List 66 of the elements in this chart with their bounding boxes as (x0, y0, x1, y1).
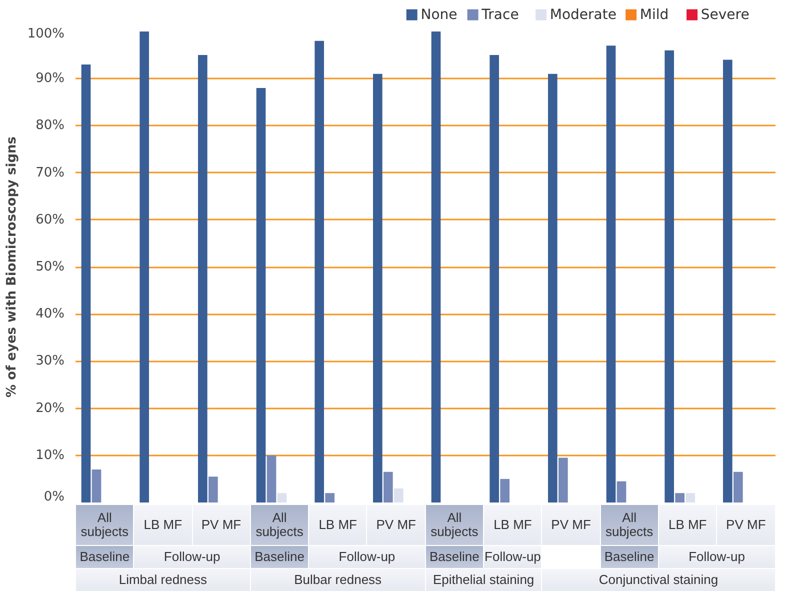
x-tick-label: All subjects (76, 505, 134, 545)
bar (81, 64, 91, 502)
bar (92, 470, 102, 502)
y-tick-label: 10% (36, 448, 65, 463)
x-tick-label: PV MF (192, 505, 250, 545)
y-axis-title: % of eyes with Biomicroscopy signs (4, 136, 20, 398)
text: Baseline (426, 546, 484, 568)
legend-label: None (420, 6, 458, 23)
bar (675, 493, 684, 502)
bar (606, 46, 616, 502)
y-tick-label: 0% (44, 490, 64, 504)
legend-label: Moderate (550, 6, 616, 23)
bar (266, 455, 276, 502)
bar (490, 55, 499, 502)
legend-label: Severe (700, 6, 750, 23)
legend-label: Trace (480, 6, 519, 23)
bar (394, 488, 404, 502)
bar (558, 458, 568, 502)
bar (256, 88, 266, 502)
text: Limbal redness (76, 569, 250, 591)
bar (325, 493, 334, 502)
text: Follow-up (484, 546, 542, 568)
bar (734, 472, 743, 502)
y-tick-label: 80% (36, 118, 65, 134)
bar (373, 74, 382, 502)
text: Baseline (76, 546, 134, 568)
y-tick-label: 60% (36, 212, 65, 228)
bar (384, 472, 393, 502)
text: Bulbar redness (250, 569, 425, 591)
y-tick-label: 40% (36, 306, 65, 322)
text: Baseline (250, 546, 308, 568)
legend-label: Mild (640, 6, 669, 23)
bar (616, 481, 626, 502)
text: Follow-up (658, 546, 775, 568)
x-tick-label: PV MF (717, 505, 775, 545)
x-tick-label: All subjects (250, 505, 308, 545)
y-tick-label: 100% (27, 26, 65, 42)
bar (686, 493, 695, 502)
bar (664, 50, 674, 502)
text: Follow-up (309, 546, 425, 568)
x-tick-label: All subjects (600, 505, 658, 545)
bar (723, 60, 732, 502)
bar (431, 32, 441, 502)
x-tick-label: LB MF (658, 505, 716, 545)
text: Baseline (600, 546, 658, 568)
x-tick-label: LB MF (309, 505, 366, 545)
x-tick-label: PV MF (542, 505, 600, 545)
bar (548, 74, 558, 502)
y-tick-label: 70% (36, 165, 65, 180)
bar (198, 55, 208, 502)
x-tick-label: PV MF (367, 505, 425, 545)
bar (140, 32, 149, 502)
text: Follow-up (134, 546, 250, 568)
bar (208, 476, 218, 502)
bar (277, 493, 287, 502)
bar (500, 478, 510, 502)
x-tick-label: LB MF (484, 505, 542, 545)
text: Epithelial staining (426, 569, 542, 591)
y-tick-label: 50% (36, 260, 65, 274)
bar (314, 40, 324, 502)
y-tick-label: 20% (36, 400, 65, 416)
y-tick-label: 30% (36, 354, 65, 369)
x-tick-label: All subjects (426, 505, 484, 545)
x-tick-label: LB MF (134, 505, 192, 545)
y-tick-label: 90% (36, 71, 65, 86)
text: Conjunctival staining (542, 569, 775, 591)
